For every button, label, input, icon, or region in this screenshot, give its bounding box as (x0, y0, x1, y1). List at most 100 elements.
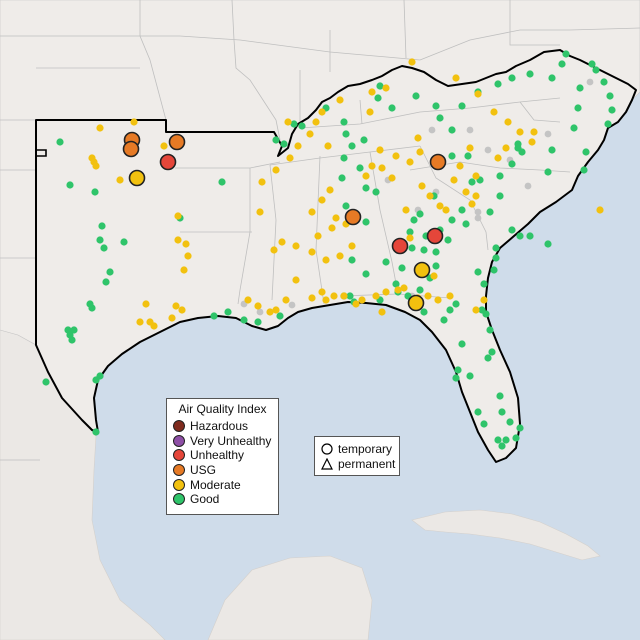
station-marker-good (562, 50, 570, 58)
station-marker-good (480, 420, 488, 428)
station-marker-moderate (308, 294, 316, 302)
station-marker-moderate (318, 108, 326, 116)
station-marker-moderate (174, 212, 182, 220)
station-marker-moderate (282, 296, 290, 304)
station-marker-good (458, 340, 466, 348)
station-marker-good (486, 208, 494, 216)
moderate-swatch (173, 478, 185, 491)
station-marker-moderate (172, 302, 180, 310)
station-marker-good (446, 306, 454, 314)
station-marker-moderate (466, 144, 474, 152)
station-markers (42, 50, 616, 450)
station-marker-moderate (322, 296, 330, 304)
legend-item-hazardous: Hazardous (173, 419, 272, 434)
station-marker-good (488, 348, 496, 356)
legend-item-permanent: permanent (321, 456, 396, 471)
station-marker-moderate (504, 118, 512, 126)
station-marker-moderate (182, 240, 190, 248)
station-marker-good (496, 172, 504, 180)
station-marker-moderate (318, 288, 326, 296)
station-marker-good (342, 202, 350, 210)
station-marker-moderate (442, 206, 450, 214)
station-marker-moderate (294, 142, 302, 150)
station-marker-moderate (416, 148, 424, 156)
station-marker-moderate (452, 74, 460, 82)
station-marker-good (406, 228, 414, 236)
legend-item-unhealthy: Unhealthy (173, 448, 272, 463)
station-marker-good (68, 336, 76, 344)
station-marker-moderate (406, 234, 414, 242)
station-marker-moderate (308, 248, 316, 256)
station-marker-good (100, 244, 108, 252)
station-marker-moderate (322, 256, 330, 264)
station-marker-no-data (474, 214, 482, 222)
station-marker-good (482, 310, 490, 318)
station-marker-good (466, 372, 474, 380)
station-marker-moderate (312, 118, 320, 126)
station-marker-unhealthy (426, 227, 444, 245)
station-marker-good (508, 226, 516, 234)
station-marker-good (92, 376, 100, 384)
station-marker-good (398, 264, 406, 272)
station-marker-moderate (352, 300, 360, 308)
station-marker-good (486, 326, 494, 334)
station-marker-moderate (456, 162, 464, 170)
legend-item-moderate: Moderate (173, 477, 272, 492)
station-marker-good (492, 254, 500, 262)
legend-item-very-unhealthy: Very Unhealthy (173, 434, 272, 449)
station-marker-good (338, 174, 346, 182)
station-marker-good (218, 178, 226, 186)
station-marker-good (492, 244, 500, 252)
station-marker-moderate (472, 192, 480, 200)
station-marker-good (458, 102, 466, 110)
legend-item-label: Good (190, 492, 220, 507)
station-marker-moderate (292, 276, 300, 284)
station-marker-good (240, 316, 248, 324)
station-marker-no-data (288, 301, 296, 309)
station-marker-moderate (394, 286, 402, 294)
legend-item-usg: USG (173, 463, 272, 478)
station-marker-good (92, 428, 100, 436)
station-marker-good (468, 178, 476, 186)
legend-item-label: Unhealthy (190, 448, 245, 463)
region-outline (35, 49, 637, 463)
station-marker-moderate (92, 162, 100, 170)
station-marker-moderate (366, 108, 374, 116)
station-marker-good (362, 270, 370, 278)
station-marker-moderate (480, 296, 488, 304)
station-marker-good (608, 106, 616, 114)
station-marker-moderate (270, 246, 278, 254)
station-marker-good (340, 154, 348, 162)
station-marker-moderate (516, 128, 524, 136)
station-marker-good (416, 210, 424, 218)
station-marker-good (496, 392, 504, 400)
station-marker-good (298, 122, 306, 130)
station-marker-moderate (528, 138, 536, 146)
station-marker-good (70, 326, 78, 334)
station-marker-moderate (258, 178, 266, 186)
station-marker-moderate (388, 174, 396, 182)
station-marker-moderate (414, 134, 422, 142)
station-marker-good (576, 84, 584, 92)
station-marker-good (444, 236, 452, 244)
station-marker-no-data (256, 308, 264, 316)
station-marker-moderate (142, 300, 150, 308)
legend-item-label: permanent (338, 456, 396, 471)
station-marker-no-data (466, 126, 474, 134)
station-marker-moderate (286, 154, 294, 162)
station-marker-good (464, 152, 472, 160)
station-marker-no-data (484, 146, 492, 154)
station-marker-good (376, 82, 384, 90)
station-marker-good (558, 60, 566, 68)
station-marker-good (290, 120, 298, 128)
station-marker-good (606, 92, 614, 100)
station-marker-good (448, 126, 456, 134)
station-marker-good (102, 278, 110, 286)
station-marker-good (498, 442, 506, 450)
station-marker-moderate (184, 252, 192, 260)
station-marker-good (416, 286, 424, 294)
station-marker-moderate (314, 232, 322, 240)
station-marker-moderate (266, 308, 274, 316)
station-marker-good (574, 104, 582, 112)
station-marker-good (474, 268, 482, 276)
